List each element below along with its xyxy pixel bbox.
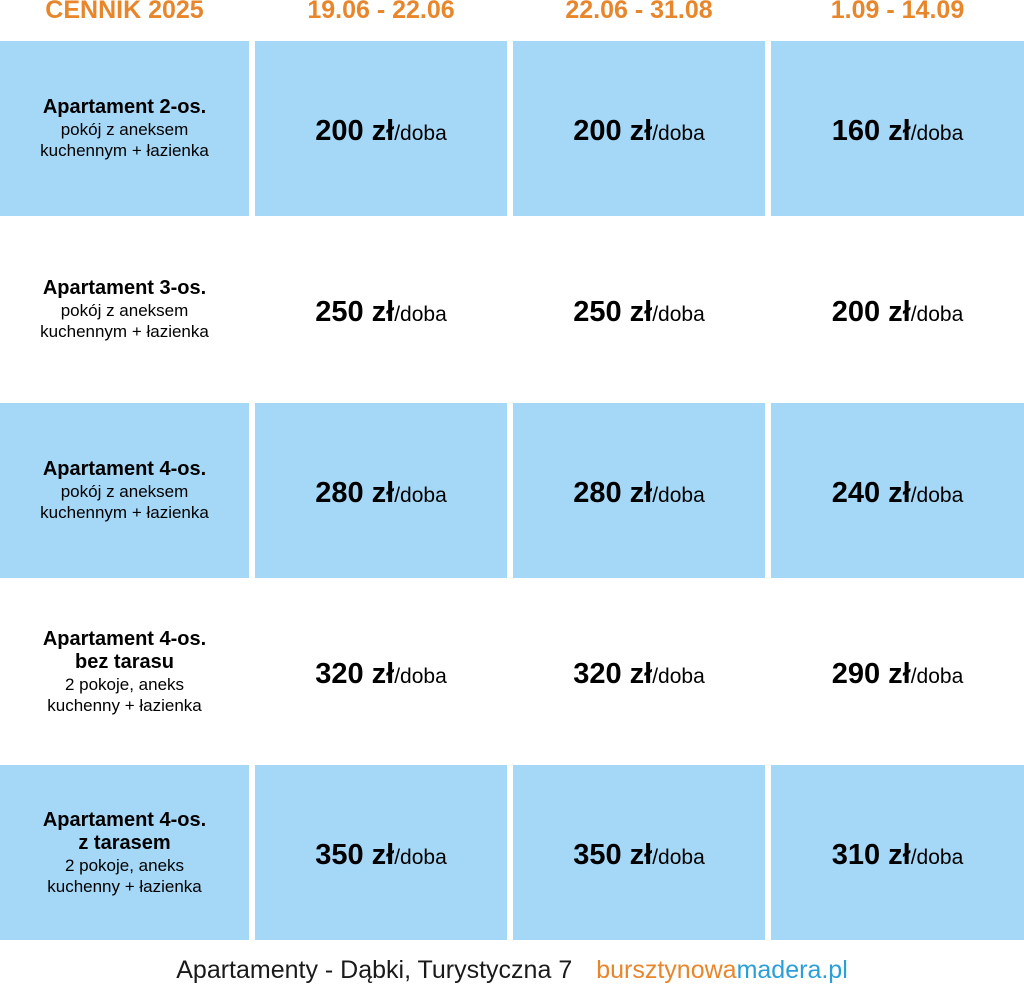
apartment-name: Apartament 3-os. <box>42 277 207 299</box>
apartment-description: pokój z aneksem <box>60 301 189 320</box>
price-amount: 250 zł <box>315 296 395 328</box>
apartment-description: kuchenny + łazienka <box>47 876 202 896</box>
price-unit: /doba <box>394 665 447 688</box>
price-amount: 320 zł <box>573 658 653 690</box>
price-cell: 200 zł/doba <box>513 41 765 216</box>
price-cell: 200 zł/doba <box>771 222 1024 397</box>
apartment-description: kuchennym + łazienka <box>40 503 209 522</box>
price-unit: /doba <box>910 846 964 869</box>
apartment-description: pokój z aneksem <box>60 120 189 139</box>
footer-address: Apartamenty - Dąbki, Turystyczna 7 <box>176 956 573 984</box>
apartment-name: z tarasem <box>78 831 171 854</box>
apartment-name: bez tarasu <box>75 650 174 673</box>
price-unit: /doba <box>652 484 705 507</box>
price-unit: /doba <box>652 122 705 145</box>
price-cell: 160 zł/doba <box>771 41 1024 216</box>
price-cell: 320 zł/doba <box>513 584 765 759</box>
apartment-description: pokój z aneksem <box>60 482 189 501</box>
apartment-cell: Apartament 2-os. pokój z aneksem kuchenn… <box>0 41 249 216</box>
apartment-name: Apartament 2-os. <box>42 96 207 118</box>
price-cell: 250 zł/doba <box>255 222 507 397</box>
apartment-cell: Apartament 4-os. pokój z aneksem kuchenn… <box>0 403 249 578</box>
price-amount: 310 zł <box>831 839 911 871</box>
price-list-title: CENNIK 2025 <box>45 0 204 24</box>
price-amount: 350 zł <box>315 839 395 871</box>
website-name-part-2: madera.pl <box>736 956 848 984</box>
price-amount: 290 zł <box>831 658 911 690</box>
price-cell: 350 zł/doba <box>255 765 507 940</box>
price-amount: 250 zł <box>573 296 653 328</box>
price-cell: 350 zł/doba <box>513 765 765 940</box>
website-name-part-1: bursztynowa <box>596 956 737 984</box>
website-link[interactable]: bursztynowamadera.pl <box>596 956 848 985</box>
price-unit: /doba <box>394 303 447 326</box>
price-amount: 350 zł <box>573 839 653 871</box>
price-amount: 200 zł <box>315 115 395 147</box>
price-unit: /doba <box>394 122 447 145</box>
period-header-2: 22.06 - 31.08 <box>565 0 713 24</box>
price-table-header: CENNIK 2025 19.06 - 22.06 22.06 - 31.08 … <box>0 0 1024 36</box>
table-row: Apartament 3-os. pokój z aneksem kuchenn… <box>0 222 1024 397</box>
apartment-description: kuchenny + łazienka <box>47 695 202 715</box>
price-amount: 160 zł <box>831 115 911 147</box>
table-row: Apartament 4-os. pokój z aneksem kuchenn… <box>0 403 1024 578</box>
apartment-name: Apartament 4-os. <box>42 627 207 650</box>
price-amount: 200 zł <box>573 115 653 147</box>
price-cell: 250 zł/doba <box>513 222 765 397</box>
period-header-3: 1.09 - 14.09 <box>830 0 965 24</box>
price-cell: 280 zł/doba <box>513 403 765 578</box>
price-unit: /doba <box>394 484 447 507</box>
price-unit: /doba <box>652 665 705 688</box>
apartment-description: 2 pokoje, aneks <box>64 674 185 694</box>
price-amount: 280 zł <box>315 477 395 509</box>
price-unit: /doba <box>652 303 705 326</box>
period-header-1: 19.06 - 22.06 <box>307 0 455 24</box>
apartment-cell: Apartament 4-os. bez tarasu 2 pokoje, an… <box>0 584 249 759</box>
price-cell: 280 zł/doba <box>255 403 507 578</box>
price-unit: /doba <box>910 303 964 326</box>
footer: Apartamenty - Dąbki, Turystyczna 7 bursz… <box>0 952 1024 989</box>
apartment-description: kuchennym + łazienka <box>40 141 209 160</box>
price-amount: 240 zł <box>831 477 911 509</box>
apartment-cell: Apartament 3-os. pokój z aneksem kuchenn… <box>0 222 249 397</box>
price-unit: /doba <box>910 122 964 145</box>
price-cell: 310 zł/doba <box>771 765 1024 940</box>
table-row: Apartament 2-os. pokój z aneksem kuchenn… <box>0 41 1024 216</box>
price-amount: 320 zł <box>315 658 395 690</box>
price-cell: 290 zł/doba <box>771 584 1024 759</box>
price-unit: /doba <box>910 484 964 507</box>
apartment-name: Apartament 4-os. <box>42 458 207 480</box>
apartment-description: kuchennym + łazienka <box>40 322 209 341</box>
table-row: Apartament 4-os. bez tarasu 2 pokoje, an… <box>0 584 1024 759</box>
price-amount: 200 zł <box>831 296 911 328</box>
price-amount: 280 zł <box>573 477 653 509</box>
price-cell: 320 zł/doba <box>255 584 507 759</box>
table-row: Apartament 4-os. z tarasem 2 pokoje, ane… <box>0 765 1024 940</box>
apartment-cell: Apartament 4-os. z tarasem 2 pokoje, ane… <box>0 765 249 940</box>
price-cell: 240 zł/doba <box>771 403 1024 578</box>
price-unit: /doba <box>652 846 705 869</box>
price-cell: 200 zł/doba <box>255 41 507 216</box>
price-unit: /doba <box>394 846 447 869</box>
apartment-name: Apartament 4-os. <box>42 808 207 831</box>
price-unit: /doba <box>910 665 964 688</box>
apartment-description: 2 pokoje, aneks <box>64 855 185 875</box>
